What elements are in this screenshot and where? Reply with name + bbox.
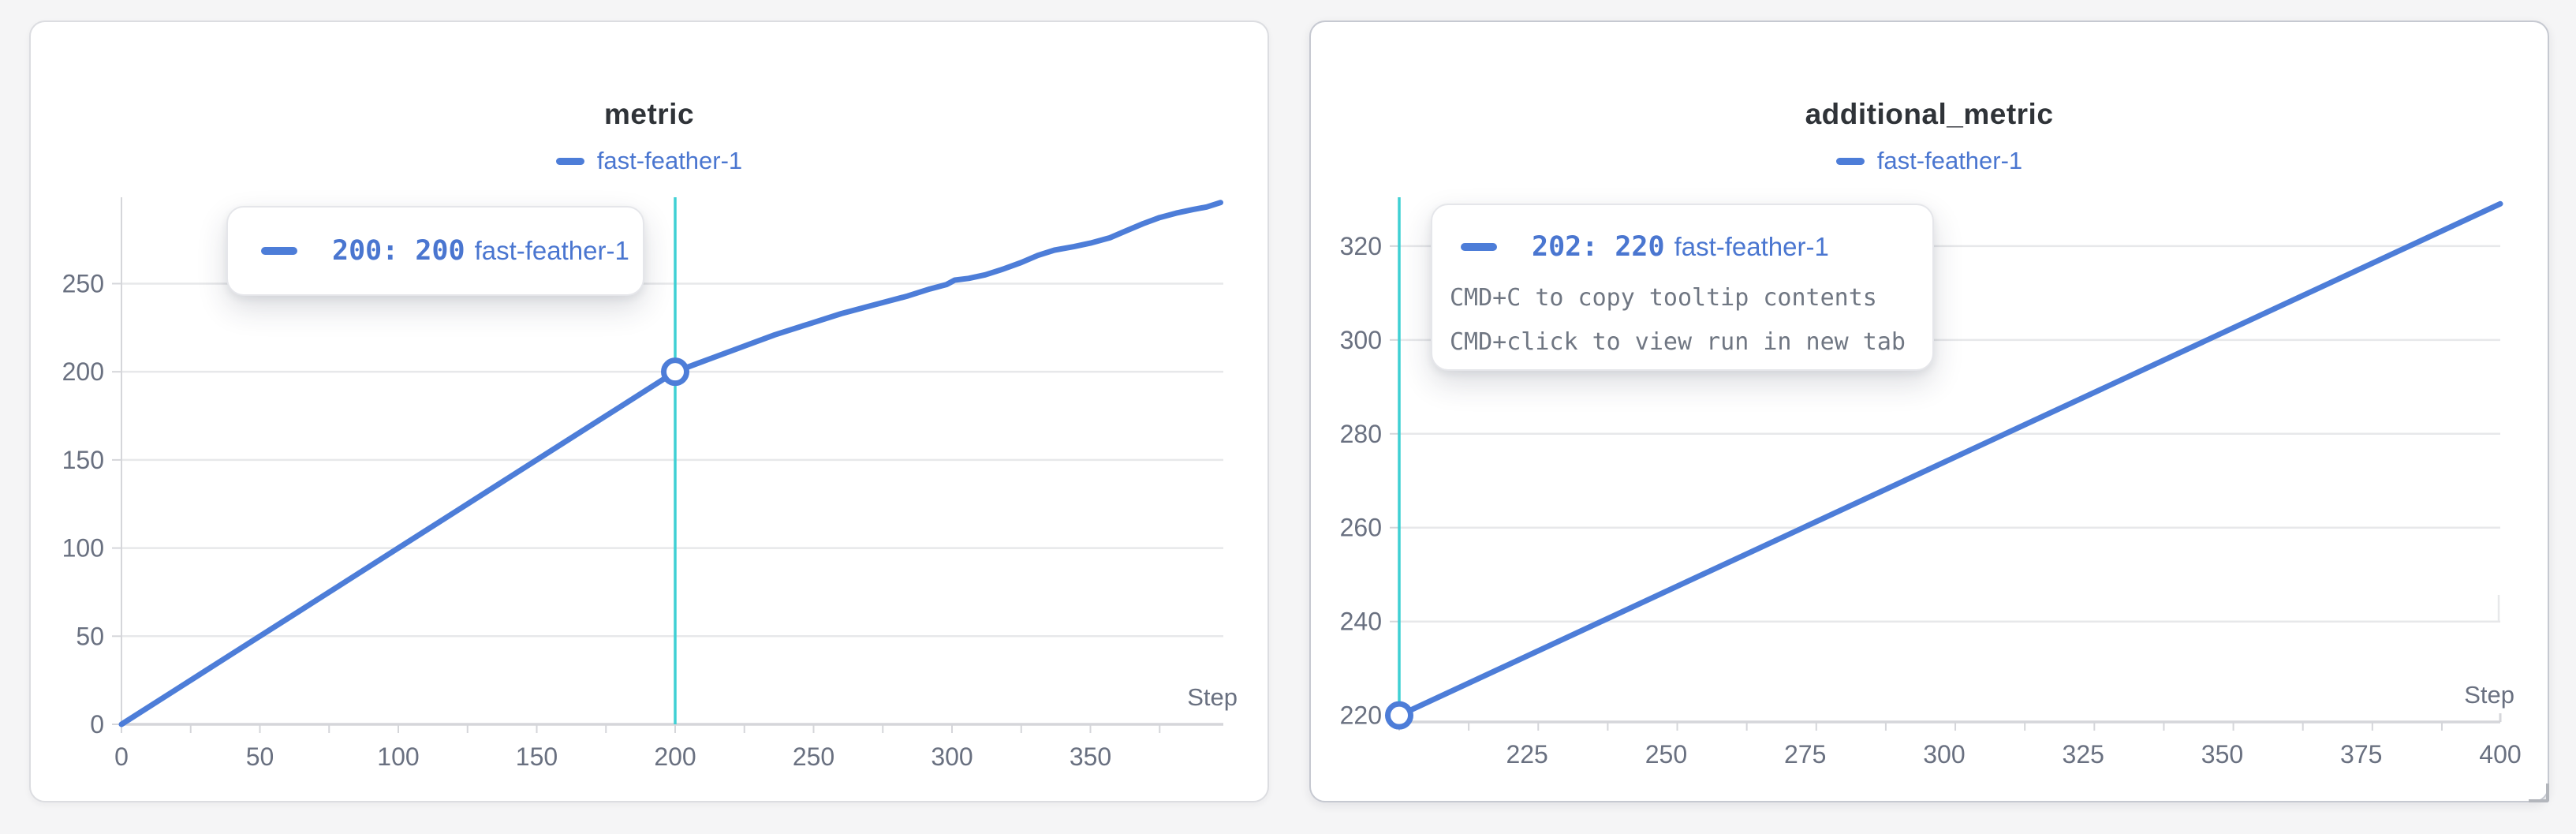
hover-point-marker[interactable] [661, 357, 690, 387]
y-tick-label: 50 [76, 622, 104, 650]
panel-metric[interactable]: 0 50 100 150 200 250 300 350 0 50 100 150 200 250 Step… [29, 21, 1269, 802]
panel-resize-handle[interactable] [2529, 784, 2549, 802]
tooltip-hint-copy: CMD+C to copy tooltip contents [1450, 284, 1877, 312]
tooltip-step-value: 200: 200 [332, 235, 465, 267]
x-tick-label: 250 [1645, 740, 1687, 769]
additional-metric-chart-canvas[interactable]: 225 250 275 300 325 350 375 400 220 240 260 280 300 3… [1311, 22, 2551, 804]
hover-point-marker[interactable] [1385, 701, 1413, 730]
panel-additional-metric[interactable]: 225 250 275 300 325 350 375 400 220 240 260 280 300 3… [1309, 21, 2549, 802]
hover-tooltip: 200: 200 fast-feather-1 [226, 206, 644, 296]
x-tick-label: 0 [114, 742, 129, 771]
tooltip-run-name: fast-feather-1 [474, 236, 629, 265]
tooltip-run-row[interactable]: 202: 220 fast-feather-1 [1432, 218, 1932, 276]
x-tick-label: 150 [516, 742, 558, 771]
y-tick-label: 220 [1340, 701, 1382, 730]
y-tick-label: 320 [1340, 232, 1382, 260]
legend-run-name: fast-feather-1 [596, 147, 743, 174]
legend[interactable]: fast-feather-1 [31, 147, 1267, 175]
x-tick-label: 100 [377, 742, 419, 771]
tooltip-hint-open: CMD+click to view run in new tab [1450, 328, 1906, 356]
x-tick-label: 400 [2479, 740, 2521, 769]
y-tick-label: 280 [1340, 420, 1382, 448]
legend-line-icon [555, 157, 584, 165]
y-tick-label: 250 [62, 269, 104, 297]
tooltip-run-name: fast-feather-1 [1674, 232, 1829, 261]
x-tick-label: 300 [1923, 740, 1965, 769]
x-tick-label: 50 [246, 742, 274, 771]
run-line-icon [261, 247, 297, 255]
x-tick-label: 350 [1070, 742, 1111, 771]
y-tick-label: 150 [62, 446, 104, 474]
run-line[interactable] [1396, 200, 2503, 719]
x-axis-title: Step [2464, 681, 2514, 709]
hover-tooltip: 202: 220 fast-feather-1 CMD+C to copy to… [1431, 204, 1934, 371]
y-tick-label: 100 [62, 534, 104, 563]
x-tick-label: 300 [931, 742, 973, 771]
x-axis-title: Step [1187, 683, 1238, 711]
legend-line-icon [1835, 157, 1865, 165]
y-tick-label: 300 [1340, 326, 1382, 354]
metric-chart-canvas[interactable]: 0 50 100 150 200 250 300 350 0 50 100 150 200 250 Step [31, 22, 1271, 804]
x-tick-label: 225 [1506, 740, 1547, 769]
x-tick-label: 250 [793, 742, 834, 771]
y-tick-label: 240 [1340, 608, 1382, 636]
y-tick-label: 200 [62, 357, 104, 386]
legend[interactable]: fast-feather-1 [1311, 147, 2548, 175]
run-line[interactable] [118, 200, 1223, 727]
x-tick-label: 325 [2063, 740, 2104, 769]
x-tick-label: 350 [2201, 740, 2243, 769]
y-tick-label: 0 [90, 710, 104, 739]
panel-title: metric [603, 98, 695, 130]
x-tick-label: 200 [654, 742, 696, 771]
x-tick-label: 375 [2340, 740, 2382, 769]
y-tick-label: 260 [1340, 514, 1382, 542]
tooltip-step-value: 202: 220 [1532, 231, 1665, 263]
tooltip-run-row[interactable]: 200: 200 fast-feather-1 [261, 235, 643, 267]
panel-title: additional_metric [1805, 98, 2054, 130]
legend-run-name: fast-feather-1 [1876, 147, 2023, 174]
run-line-icon [1461, 243, 1497, 251]
x-tick-label: 275 [1784, 740, 1826, 769]
